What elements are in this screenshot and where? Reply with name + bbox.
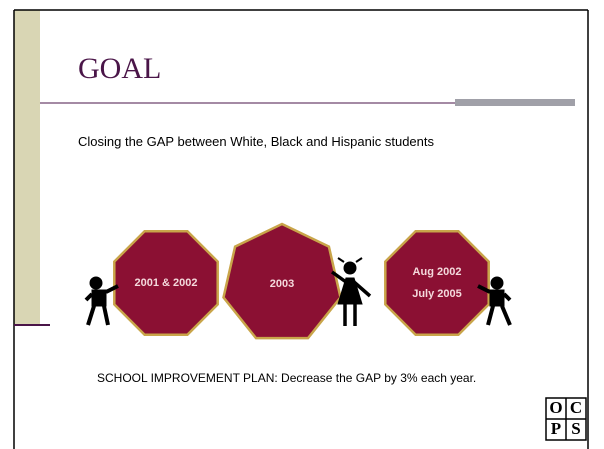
slide: 2001 & 2002 2003 Aug 2002 July 2005 OCPS GO…	[0, 0, 604, 449]
logo-letter: O	[549, 398, 562, 417]
slide-title: GOAL	[78, 52, 161, 86]
sign-shape	[385, 231, 488, 334]
title-accent-bar	[455, 99, 575, 106]
sign-label: 2003	[270, 278, 294, 290]
logo-letter: S	[571, 419, 580, 438]
sign-label: Aug 2002	[413, 266, 462, 278]
plan-text: SCHOOL IMPROVEMENT PLAN: Decrease the GA…	[97, 371, 557, 386]
side-strip	[14, 10, 40, 325]
subtitle: Closing the GAP between White, Black and…	[78, 134, 434, 149]
sign-label: 2001 & 2002	[135, 277, 198, 289]
logo-letter: C	[570, 398, 582, 417]
sign-label: July 2005	[412, 288, 462, 300]
logo-letter: P	[551, 419, 561, 438]
